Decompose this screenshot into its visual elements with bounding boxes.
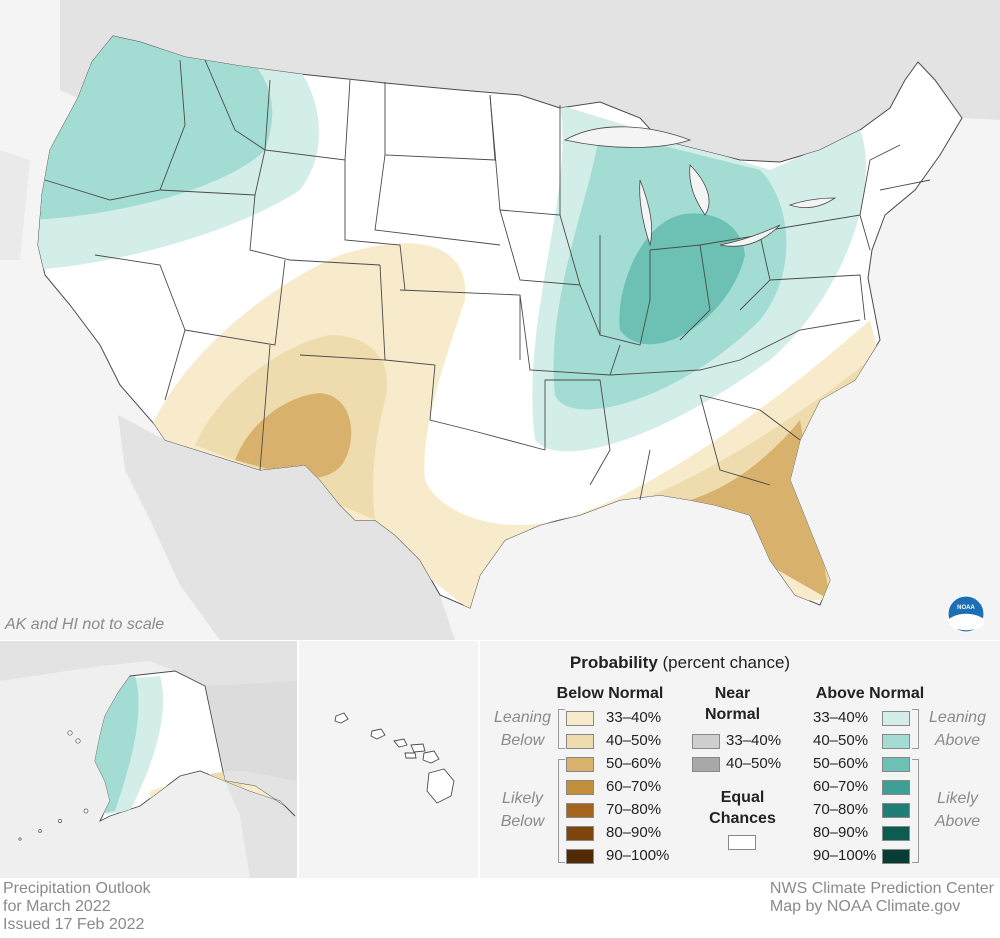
below-normal-item-label: 33–40% <box>606 709 662 726</box>
leaning-below-bracket <box>558 709 565 749</box>
near-normal-item-label: 40–50% <box>726 755 782 772</box>
leaning-below-line1: Leaning <box>494 709 551 726</box>
above-normal-item-label: 70–80% <box>813 801 869 818</box>
legend-title-rest: (percent chance) <box>657 653 791 672</box>
conus-map-panel: NOAA AK and HI not to scale <box>0 0 1000 640</box>
below-normal-header: Below Normal <box>556 685 664 702</box>
legend-title-bold: Probability <box>569 653 658 672</box>
below-normal-item-swatch <box>566 734 594 749</box>
below-normal-item-label: 90–100% <box>606 847 670 864</box>
likely-above-bracket <box>912 759 919 863</box>
hawaii-inset <box>299 641 478 878</box>
above-normal-item-swatch <box>882 849 910 864</box>
noaa-logo: NOAA <box>947 595 985 633</box>
above-normal-item-swatch <box>882 780 910 795</box>
alaska-inset <box>0 641 297 878</box>
above-normal-item-swatch <box>882 826 910 841</box>
leaning-below-label: Leaning Below <box>485 706 560 752</box>
below-normal-item-swatch <box>566 711 594 726</box>
above-normal-item-label: 50–60% <box>813 755 869 772</box>
likely-below-line2: Below <box>500 813 545 830</box>
credit-climate-gov: Map by NOAA Climate.gov <box>769 898 961 915</box>
equal-chances-line1: Equal <box>720 789 765 806</box>
footer-right: NWS Climate Prediction Center Map by NOA… <box>770 880 994 916</box>
likely-above-label: Likely Above <box>920 787 995 833</box>
likely-below-bracket <box>558 759 565 863</box>
above-40-50-northwest <box>38 36 273 220</box>
above-normal-header: Above Normal <box>815 685 925 702</box>
near-normal-header: Near Normal <box>685 683 780 725</box>
leaning-above-label: Leaning Above <box>920 706 995 752</box>
likely-above-line2: Above <box>934 813 981 830</box>
above-50-60-east <box>619 213 745 345</box>
hawaii-islands <box>334 712 455 804</box>
near-normal-item-label: 33–40% <box>726 732 782 749</box>
likely-below-label: Likely Below <box>485 787 560 833</box>
likely-below-line1: Likely <box>502 790 543 807</box>
near-normal-header-line2: Normal <box>704 706 761 723</box>
below-normal-item-swatch <box>566 826 594 841</box>
state-boundaries <box>44 59 931 501</box>
issue-date: Issued 17 Feb 2022 <box>3 916 145 933</box>
below-normal-item-swatch <box>566 780 594 795</box>
alaska-map <box>0 641 297 878</box>
above-normal-item-swatch <box>882 757 910 772</box>
equal-chances-swatch <box>728 835 756 850</box>
conus-map: NOAA <box>37 0 1000 640</box>
neighbor-land <box>60 0 1000 640</box>
above-normal-item-label: 33–40% <box>813 709 869 726</box>
below-normal-item-swatch <box>566 849 594 864</box>
above-normal-item-label: 80–90% <box>813 824 869 841</box>
above-normal-item-label: 90–100% <box>813 847 877 864</box>
below-normal-item-label: 40–50% <box>606 732 662 749</box>
equal-chances-line2: Chances <box>709 810 776 827</box>
aleutian-islands <box>18 730 89 841</box>
above-normal-item-swatch <box>882 734 910 749</box>
above-normal-item-label: 40–50% <box>813 732 869 749</box>
scale-note: AK and HI not to scale <box>5 616 165 633</box>
legend-title: Probability (percent chance) <box>480 653 880 673</box>
below-normal-item-label: 50–60% <box>606 755 662 772</box>
credit-cpc: NWS Climate Prediction Center <box>769 880 994 897</box>
near-normal-item-swatch <box>692 757 720 772</box>
below-normal-item-label: 60–70% <box>606 778 662 795</box>
equal-chances-label: Equal Chances <box>695 787 790 829</box>
near-normal-item-swatch <box>692 734 720 749</box>
hawaii-map <box>334 712 455 804</box>
outlook-period: for March 2022 <box>3 898 111 915</box>
noaa-logo-text: NOAA <box>957 605 975 611</box>
leaning-above-line2: Above <box>934 732 981 749</box>
outlook-title: Precipitation Outlook <box>3 880 151 897</box>
likely-above-line1: Likely <box>937 790 978 807</box>
great-lakes <box>563 126 837 247</box>
below-50-60-southwest <box>235 393 352 479</box>
below-normal-item-label: 80–90% <box>606 824 662 841</box>
footer-left: Precipitation Outlook for March 2022 Iss… <box>3 880 151 934</box>
below-normal-item-swatch <box>566 803 594 818</box>
leaning-above-line1: Leaning <box>929 709 986 726</box>
near-normal-header-line1: Near <box>714 685 751 702</box>
below-normal-item-label: 70–80% <box>606 801 662 818</box>
above-normal-item-label: 60–70% <box>813 778 869 795</box>
leaning-above-bracket <box>912 709 919 749</box>
above-normal-item-swatch <box>882 711 910 726</box>
above-normal-item-swatch <box>882 803 910 818</box>
below-normal-item-swatch <box>566 757 594 772</box>
legend-panel: Probability (percent chance) Below Norma… <box>480 641 1000 878</box>
leaning-below-line2: Below <box>500 732 545 749</box>
